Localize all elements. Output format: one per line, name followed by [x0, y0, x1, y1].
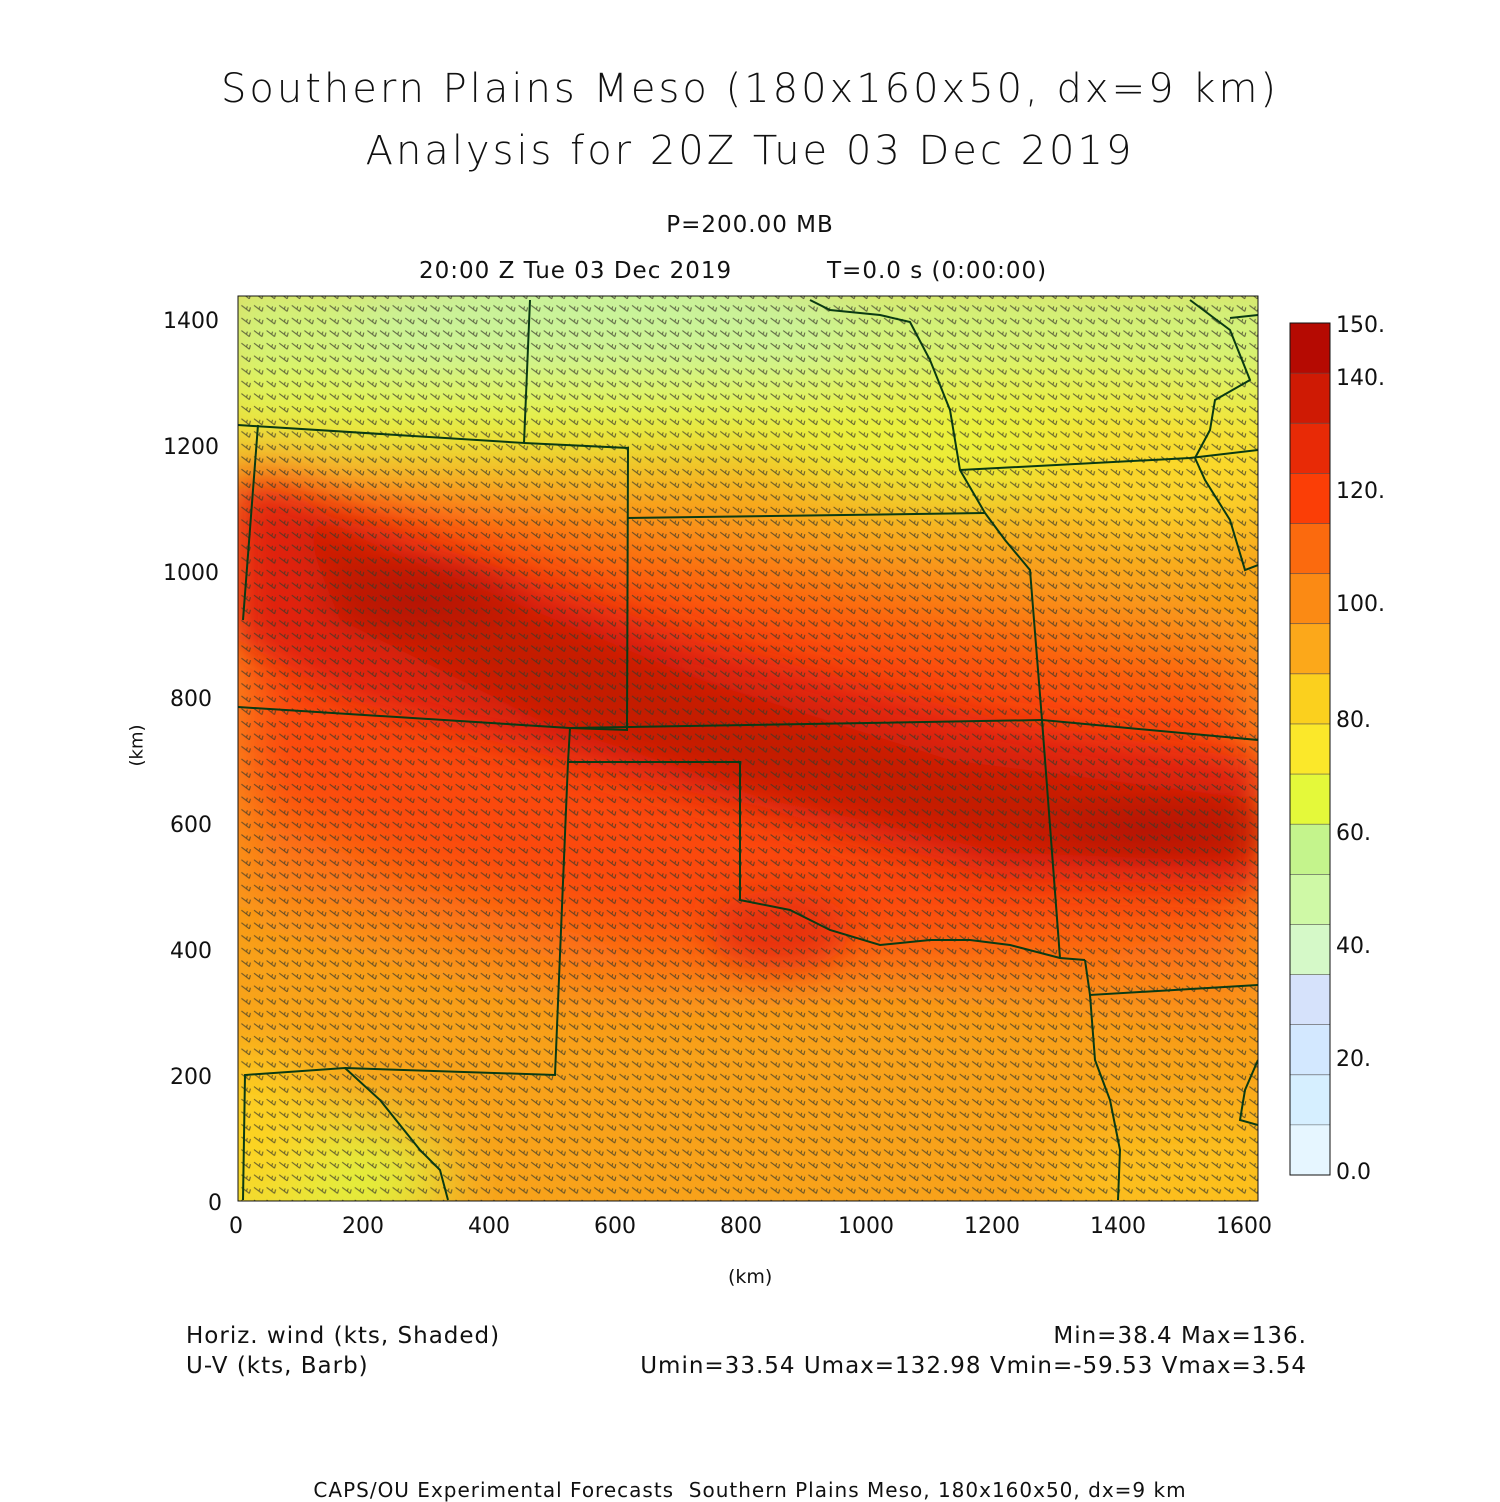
- barb-field-legend: U-V (kts, Barb): [186, 1353, 369, 1379]
- colorbar-segment: [1290, 924, 1330, 976]
- colorbar-segment: [1290, 473, 1330, 524]
- y-tick-400: 400: [170, 939, 212, 964]
- footer-credit: CAPS/OU Experimental Forecasts Southern …: [313, 1478, 1187, 1502]
- wind-speed-field: [238, 296, 1258, 1201]
- colorbar-label-100: 100.: [1336, 592, 1385, 617]
- x-axis-label: (km): [728, 1266, 773, 1288]
- colorbar-label-40: 40.: [1336, 934, 1371, 959]
- x-tick-0: 0: [229, 1214, 243, 1239]
- x-tick-1600: 1600: [1216, 1214, 1272, 1239]
- x-tick-1400: 1400: [1090, 1214, 1146, 1239]
- forecast-time-label: T=0.0 s (0:00:00): [827, 258, 1048, 284]
- pressure-level-label: P=200.00 MB: [666, 212, 834, 238]
- colorbar-segment: [1290, 1124, 1330, 1176]
- x-tick-1200: 1200: [964, 1214, 1020, 1239]
- x-tick-600: 600: [594, 1214, 636, 1239]
- uv-stats: Umin=33.54 Umax=132.98 Vmin=-59.53 Vmax=…: [640, 1353, 1307, 1379]
- state-borders: [238, 299, 1258, 1201]
- plot-title-line2: Analysis for 20Z Tue 03 Dec 2019: [365, 128, 1135, 174]
- y-tick-0: 0: [208, 1191, 222, 1216]
- colorbar-segment: [1290, 673, 1330, 725]
- colorbar-label-140: 140.: [1336, 366, 1385, 391]
- colorbar-segment: [1290, 974, 1330, 1026]
- colorbar-label-0: 0.0: [1336, 1160, 1371, 1185]
- colorbar-segment: [1290, 423, 1330, 474]
- colorbar-frame: [1289, 322, 1331, 1176]
- colorbar-label-150: 150.: [1336, 313, 1385, 338]
- y-tick-800: 800: [170, 687, 212, 712]
- colorbar-segment: [1290, 723, 1330, 775]
- colorbar-segment: [1290, 1024, 1330, 1076]
- y-tick-1000: 1000: [163, 561, 219, 586]
- colorbar-label-80: 80.: [1336, 708, 1371, 733]
- colorbar-label-20: 20.: [1336, 1047, 1371, 1072]
- colorbar-label-120: 120.: [1336, 479, 1385, 504]
- colorbar-segment: [1290, 874, 1330, 925]
- colorbar-segment: [1290, 323, 1330, 374]
- colorbar-segment: [1290, 824, 1330, 875]
- x-tick-1000: 1000: [838, 1214, 894, 1239]
- shaded-field-legend: Horiz. wind (kts, Shaded): [186, 1323, 501, 1349]
- plot-frame: [237, 295, 1259, 1202]
- y-tick-600: 600: [170, 813, 212, 838]
- plot-title-line1: Southern Plains Meso (180x160x50, dx=9 k…: [220, 66, 1280, 112]
- colorbar-segment: [1290, 623, 1330, 675]
- y-tick-1200: 1200: [163, 435, 219, 460]
- x-tick-400: 400: [468, 1214, 510, 1239]
- colorbar-label-60: 60.: [1336, 821, 1371, 846]
- y-tick-1400: 1400: [163, 309, 219, 334]
- y-axis-label: (km): [126, 724, 148, 767]
- colorbar-segment: [1290, 523, 1330, 575]
- x-tick-200: 200: [342, 1214, 384, 1239]
- colorbar: [1290, 323, 1330, 1176]
- y-tick-200: 200: [170, 1065, 212, 1090]
- min-max-stats: Min=38.4 Max=136.: [1053, 1323, 1307, 1349]
- colorbar-segment: [1290, 1074, 1330, 1126]
- colorbar-segment: [1290, 373, 1330, 424]
- x-tick-800: 800: [720, 1214, 762, 1239]
- colorbar-segment: [1290, 573, 1330, 625]
- colorbar-segment: [1290, 774, 1330, 825]
- valid-time-label: 20:00 Z Tue 03 Dec 2019: [419, 258, 733, 284]
